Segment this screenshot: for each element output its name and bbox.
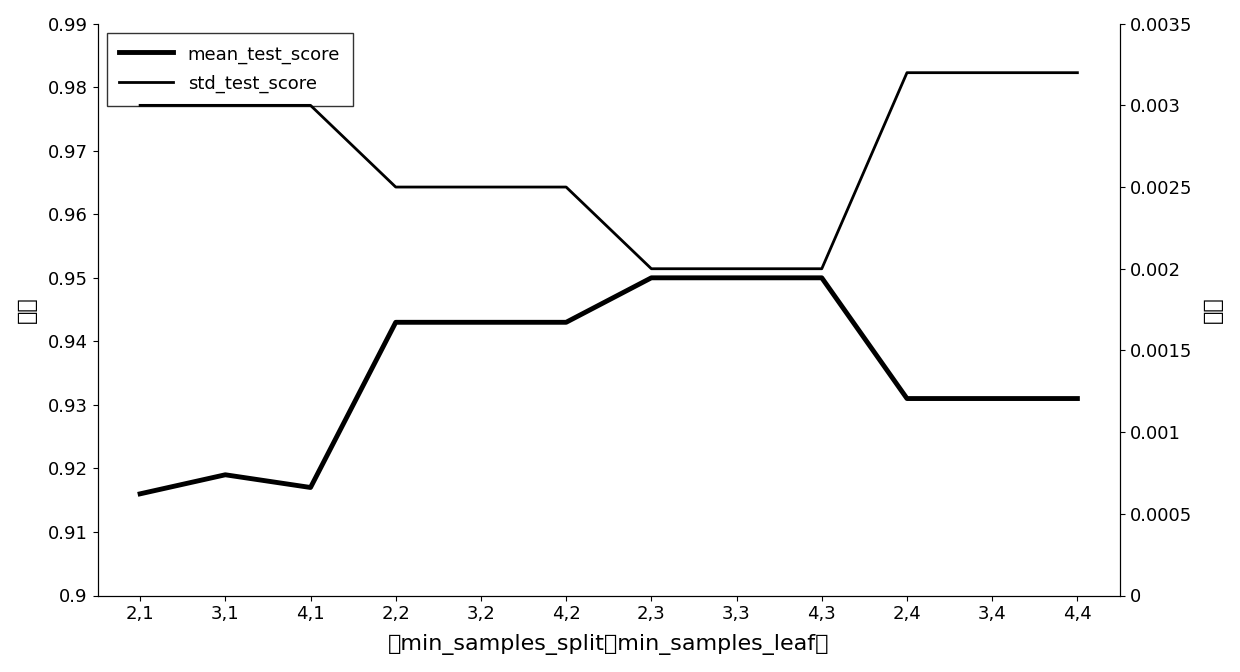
mean_test_score — [899, 394, 914, 403]
mean_test_score — [133, 490, 148, 498]
mean_test_score — [815, 274, 830, 282]
mean_test_score — [985, 394, 999, 403]
std_test_score — [815, 265, 830, 273]
mean_test_score — [303, 483, 317, 491]
mean_test_score — [218, 471, 233, 479]
std_test_score — [899, 69, 914, 77]
mean_test_score — [729, 274, 744, 282]
Line: std_test_score: std_test_score — [140, 73, 1078, 269]
mean_test_score — [474, 319, 489, 327]
std_test_score — [133, 101, 148, 110]
std_test_score — [644, 265, 658, 273]
std_test_score — [1070, 69, 1085, 77]
std_test_score — [303, 101, 317, 110]
std_test_score — [218, 101, 233, 110]
std_test_score — [729, 265, 744, 273]
mean_test_score — [1070, 394, 1085, 403]
mean_test_score — [559, 319, 574, 327]
Legend: mean_test_score, std_test_score: mean_test_score, std_test_score — [107, 33, 353, 106]
Y-axis label: 分数: 分数 — [16, 296, 37, 323]
X-axis label: （min_samples_split，min_samples_leaf）: （min_samples_split，min_samples_leaf） — [388, 634, 830, 655]
mean_test_score — [388, 319, 403, 327]
Line: mean_test_score: mean_test_score — [140, 278, 1078, 494]
Y-axis label: 方差: 方差 — [1203, 296, 1224, 323]
std_test_score — [388, 183, 403, 191]
mean_test_score — [644, 274, 658, 282]
std_test_score — [474, 183, 489, 191]
std_test_score — [985, 69, 999, 77]
std_test_score — [559, 183, 574, 191]
